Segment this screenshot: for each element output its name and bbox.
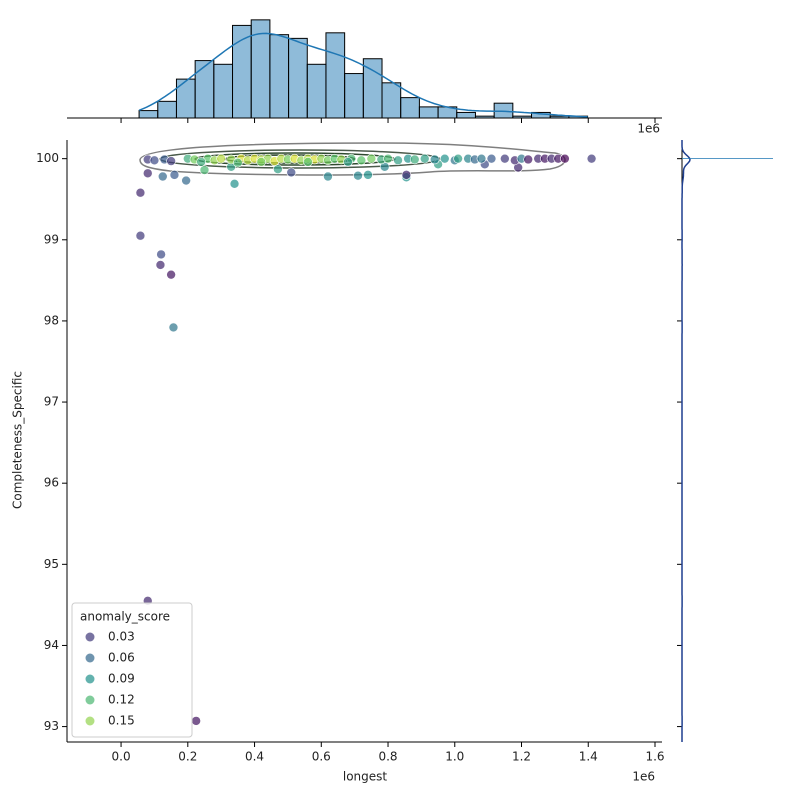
hist-bar	[288, 37, 308, 119]
hist-bar	[512, 115, 533, 119]
legend-marker	[85, 653, 95, 663]
point	[256, 157, 267, 167]
x-tick-label: 0.4	[245, 750, 264, 764]
point	[560, 153, 570, 164]
hist-bar	[418, 106, 439, 119]
y-axis-label: Completeness_Specific	[11, 371, 25, 509]
x-offset-label: 1e6	[632, 770, 655, 784]
point	[486, 153, 497, 164]
point	[166, 156, 176, 166]
hist-bar	[306, 63, 327, 119]
x-tick-label: 0.2	[178, 750, 197, 764]
point	[439, 153, 450, 164]
hist-bar	[269, 34, 290, 119]
point	[286, 167, 297, 178]
point	[586, 153, 597, 164]
point	[366, 153, 377, 164]
y-tick-label: 96	[44, 476, 59, 490]
point	[356, 155, 367, 166]
hist-bar	[381, 82, 402, 119]
hist-bar	[474, 115, 495, 119]
point	[155, 260, 166, 270]
x-tick-label: 0.8	[378, 750, 397, 764]
point	[157, 171, 168, 182]
x-tick-label: 1.0	[445, 750, 464, 764]
hist-bar	[325, 32, 346, 119]
x-axis-label: longest	[343, 770, 388, 784]
hist-kde	[138, 32, 588, 118]
x-offset-label-top: 1e6	[637, 122, 660, 136]
point	[401, 170, 412, 180]
y-tick-label: 95	[44, 557, 59, 571]
legend-box	[71, 602, 193, 738]
legend: anomaly_score 0.03 0.06 0.09 0.12 0.15	[71, 602, 193, 738]
point	[191, 716, 201, 726]
legend-marker	[85, 716, 95, 726]
hist-bar	[213, 63, 234, 119]
point	[149, 155, 160, 166]
point	[166, 269, 176, 280]
y-tick-label: 97	[44, 395, 59, 409]
point	[135, 230, 146, 241]
y-tick-label: 98	[44, 313, 59, 327]
x-tick-label: 1.4	[579, 750, 598, 764]
point	[429, 154, 440, 165]
legend-marker	[85, 632, 95, 642]
point	[156, 249, 166, 260]
legend-label: 0.03	[108, 630, 135, 644]
point	[196, 157, 206, 167]
point	[343, 157, 353, 167]
point	[353, 170, 363, 181]
hist-bar	[400, 97, 420, 119]
hist-bar	[344, 73, 364, 119]
point	[216, 153, 226, 164]
point	[453, 153, 463, 164]
legend-label: 0.09	[108, 672, 135, 686]
x-tick-label: 1.6	[645, 750, 664, 764]
legend-marker	[85, 695, 95, 705]
point	[199, 165, 210, 175]
hist-bar	[157, 100, 177, 119]
contour	[139, 142, 566, 176]
point	[229, 179, 240, 189]
x-tick-label: 0.0	[112, 750, 131, 764]
x-tick-label: 0.6	[312, 750, 331, 764]
scatter-points	[135, 153, 597, 726]
y-tick-label: 94	[44, 638, 59, 652]
point	[303, 157, 313, 167]
point	[169, 170, 180, 180]
point	[142, 168, 153, 179]
legend-label: 0.12	[108, 693, 135, 707]
y-tick-label: 100	[36, 151, 59, 165]
point	[323, 171, 333, 182]
point	[383, 153, 393, 164]
point	[523, 154, 533, 165]
point	[500, 153, 510, 164]
point	[476, 153, 487, 164]
hist-bar	[194, 60, 215, 119]
legend-title: anomaly_score	[80, 610, 170, 624]
hist-bar	[138, 110, 159, 119]
point	[168, 322, 179, 333]
point	[419, 153, 430, 164]
point	[409, 154, 420, 165]
x-tick-label: 1.2	[512, 750, 531, 764]
point	[135, 187, 146, 198]
point	[393, 155, 403, 166]
point	[233, 157, 243, 168]
y-tick-label: 99	[44, 232, 59, 246]
point	[363, 170, 373, 180]
right-kde	[681, 140, 691, 742]
legend-marker	[85, 674, 95, 684]
hist-bar	[549, 115, 570, 119]
point	[273, 164, 283, 175]
legend-label: 0.15	[108, 714, 135, 728]
legend-label: 0.06	[108, 651, 135, 665]
point	[181, 175, 191, 186]
hist-bar	[456, 111, 476, 119]
hist-bar	[175, 78, 196, 119]
y-tick-label: 93	[44, 719, 59, 733]
